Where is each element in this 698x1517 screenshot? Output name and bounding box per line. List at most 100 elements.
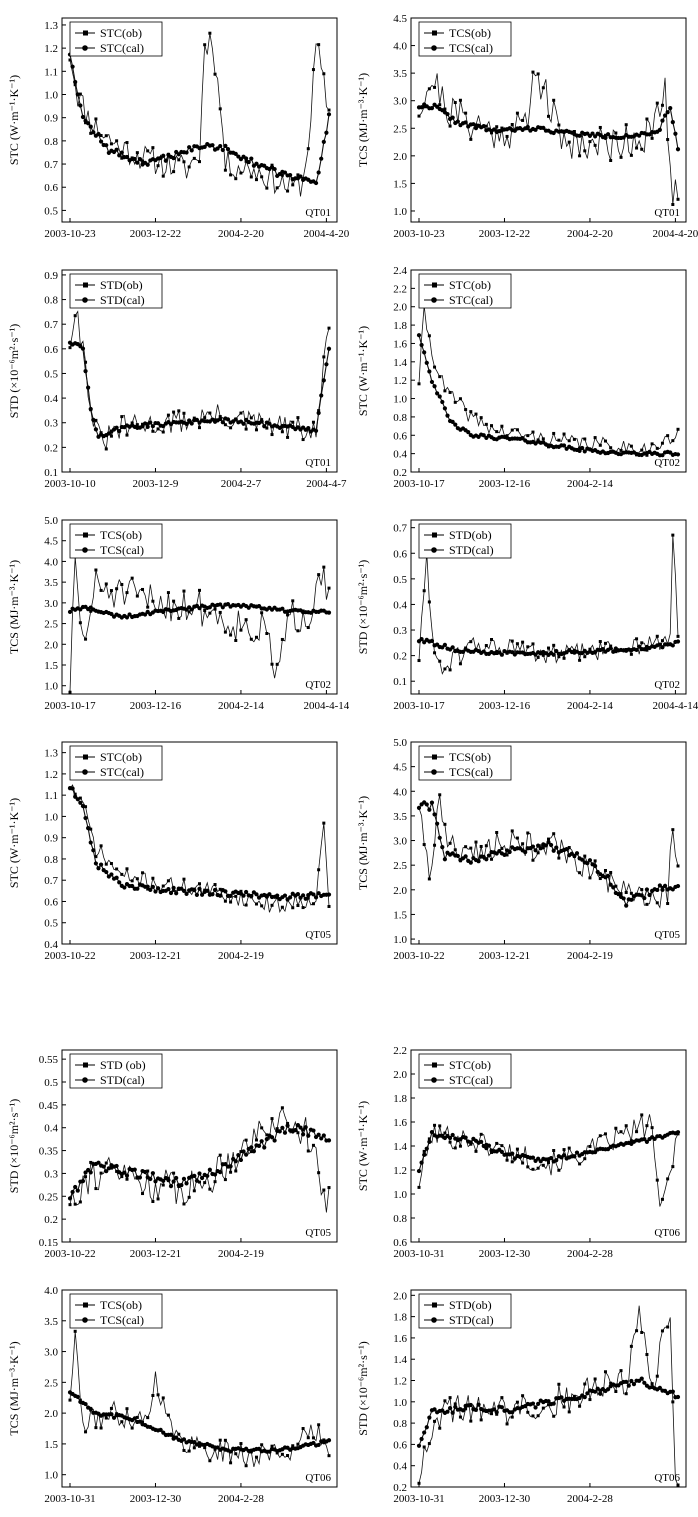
data-point: [130, 883, 135, 889]
data-point: [285, 1123, 290, 1128]
data-point: [438, 103, 442, 107]
data-point: [83, 369, 88, 374]
data-point: [458, 98, 462, 102]
data-point: [249, 416, 253, 420]
data-point: [254, 1455, 258, 1459]
data-point: [476, 1402, 481, 1407]
data-point: [88, 840, 93, 845]
data-point: [567, 140, 571, 144]
data-point: [624, 1124, 628, 1128]
data-point: [223, 889, 228, 894]
x-tick-label: 2003-10-17: [44, 700, 96, 712]
data-point: [621, 896, 626, 901]
data-point: [655, 446, 659, 450]
y-tick-label: 1.0: [393, 206, 407, 218]
y-tick-label: 1.4: [393, 357, 407, 369]
data-point: [578, 1404, 582, 1408]
data-point: [671, 828, 675, 832]
data-point: [440, 844, 445, 850]
y-tick-label: 4.0: [393, 786, 407, 798]
data-point: [192, 1173, 197, 1178]
data-point: [640, 888, 644, 892]
data-point: [530, 1401, 536, 1406]
series-line-ob: [418, 70, 679, 205]
data-point: [267, 1449, 272, 1454]
data-point: [670, 120, 675, 125]
data-point: [114, 1163, 119, 1169]
data-point: [171, 1179, 176, 1184]
x-tick-label: 2003-10-22: [393, 950, 444, 962]
data-point: [120, 582, 124, 586]
data-point: [316, 410, 321, 416]
data-point: [244, 427, 248, 431]
data-point: [443, 107, 447, 111]
data-point: [464, 845, 468, 849]
data-point: [585, 1391, 590, 1396]
chart-svg: 0.2 0.4 0.6 0.8 1.0 1.2 1.4 1.6 1.8 2.0 2.2 2.4 2003…: [356, 265, 687, 490]
data-point: [143, 1169, 148, 1175]
data-point: [670, 1389, 675, 1394]
data-point: [447, 1135, 453, 1141]
data-point: [673, 131, 678, 136]
data-point: [163, 158, 168, 163]
legend-marker: [83, 30, 88, 36]
data-point: [135, 151, 139, 155]
data-point: [117, 153, 122, 158]
data-point: [593, 436, 597, 440]
data-point: [624, 1379, 629, 1384]
data-point: [239, 1442, 243, 1446]
data-point: [207, 605, 212, 610]
y-tick-label: 1.1: [44, 66, 58, 78]
data-point: [675, 1394, 681, 1400]
data-point: [476, 859, 481, 864]
data-point: [479, 1132, 483, 1136]
y-tick-label: 0.6: [44, 344, 58, 356]
data-point: [212, 1172, 218, 1177]
data-point: [267, 421, 272, 426]
data-point: [427, 600, 431, 604]
x-tick-label: 2003-12-16: [479, 478, 531, 490]
data-point: [68, 690, 72, 694]
data-point: [448, 841, 452, 845]
y-tick-label: 0.8: [44, 136, 58, 148]
y-tick-label: 0.6: [393, 548, 407, 560]
data-point: [223, 1438, 227, 1442]
data-point: [438, 375, 442, 379]
data-point: [469, 1419, 473, 1423]
data-point: [161, 1396, 165, 1400]
data-point: [265, 426, 269, 430]
data-point: [179, 1183, 184, 1188]
x-tick-label: 2004-4-14: [303, 700, 349, 712]
chart-svg: 0.1 0.2 0.3 0.4 0.5 0.6 0.7 0.8 0.9 2003-10-10 200…: [7, 269, 347, 490]
data-point: [293, 1127, 298, 1133]
data-point: [557, 438, 561, 442]
data-point: [311, 420, 315, 424]
x-tick-label: 2004-2-19: [218, 950, 264, 962]
data-point: [286, 1454, 290, 1458]
data-point: [291, 1444, 295, 1448]
y-tick-label: 4.5: [44, 536, 58, 548]
chart-svg: 0.1 0.2 0.3 0.4 0.5 0.6 0.7 2003-10-17 2003-12-1…: [356, 519, 698, 712]
data-point: [213, 883, 217, 887]
data-point: [161, 174, 165, 178]
data-point: [99, 1426, 103, 1430]
data-point: [125, 1177, 129, 1181]
data-point: [203, 1181, 207, 1185]
data-point: [130, 1426, 134, 1430]
data-point: [189, 148, 194, 153]
data-point: [182, 1448, 186, 1452]
legend-label: STD(cal): [449, 543, 494, 557]
x-tick-label: 2004-2-20: [218, 228, 264, 240]
data-point: [140, 424, 145, 429]
y-tick-label: 0.6: [393, 430, 407, 442]
data-point: [198, 1444, 201, 1448]
data-point: [84, 360, 88, 364]
data-point: [593, 863, 598, 869]
data-point: [448, 124, 452, 128]
data-point: [450, 645, 455, 650]
data-point: [666, 1325, 670, 1329]
x-tick-label: 2003-12-30: [479, 1493, 531, 1505]
data-point: [536, 1166, 540, 1170]
data-point: [469, 640, 473, 644]
data-point: [600, 647, 605, 652]
